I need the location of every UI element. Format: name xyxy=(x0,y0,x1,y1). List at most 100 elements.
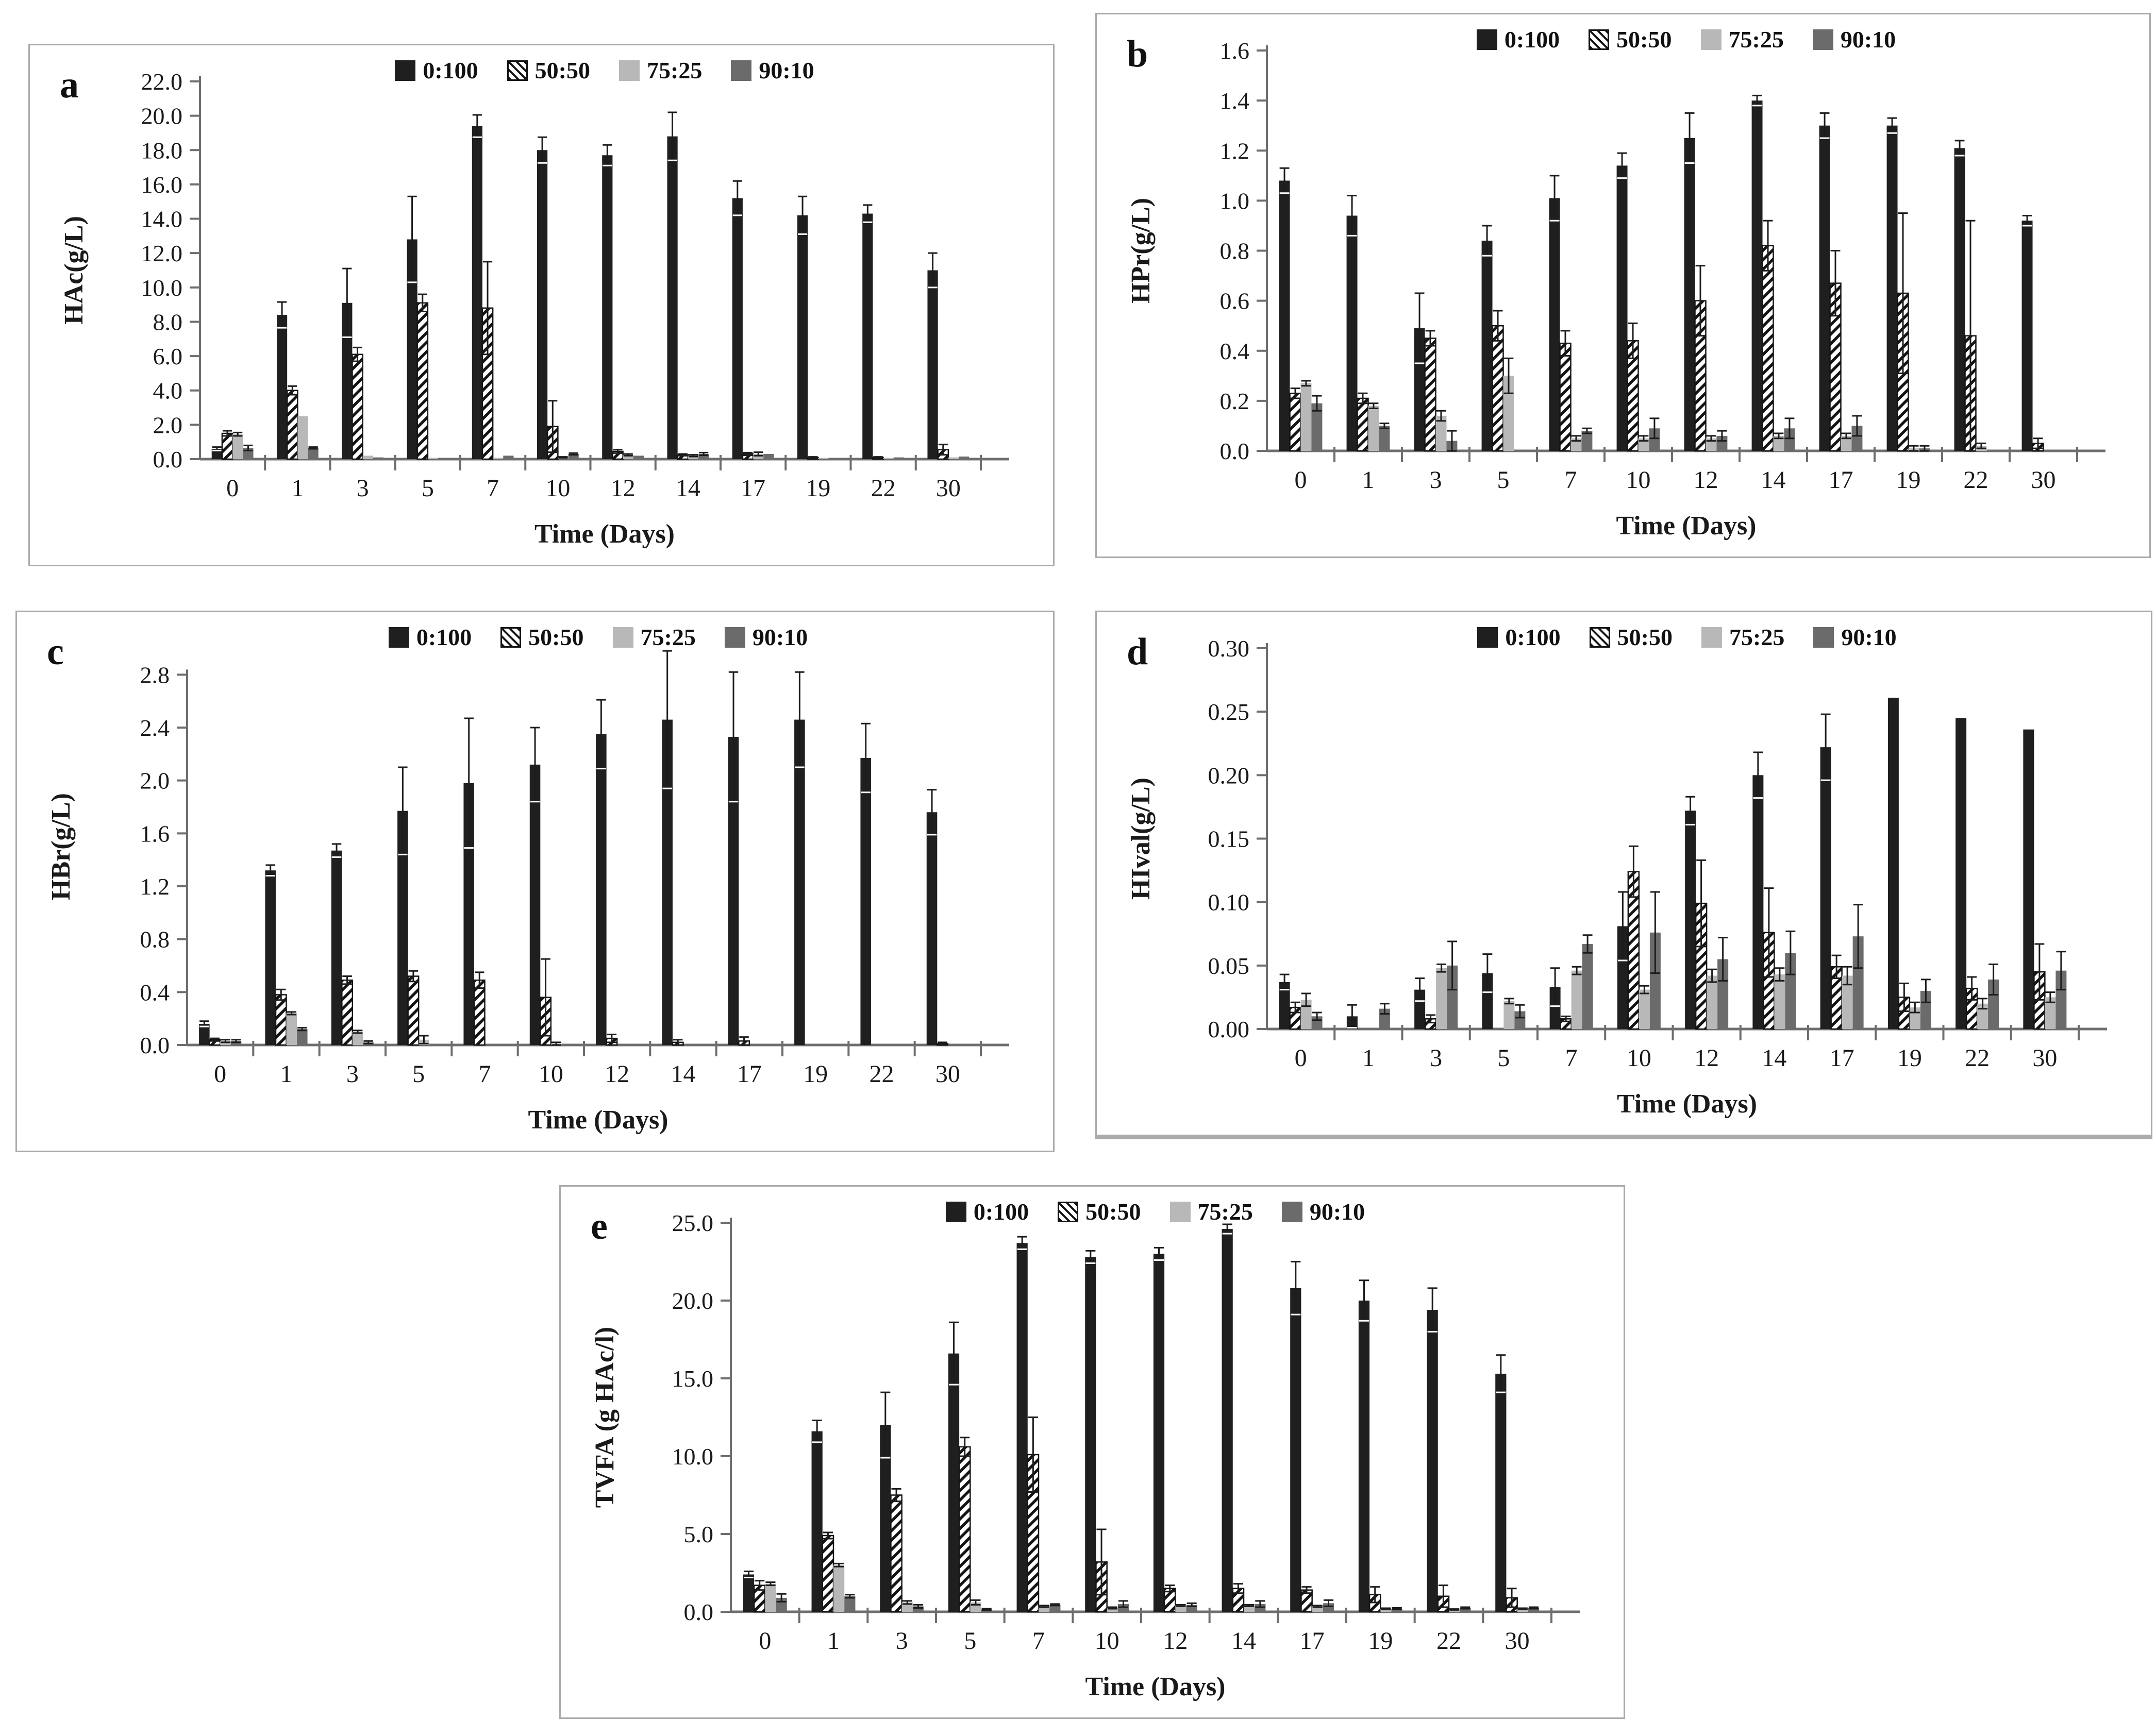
bar-75:25 xyxy=(1175,1605,1186,1612)
legend-label: 0:100 xyxy=(1505,624,1561,650)
y-tick-label: 0.10 xyxy=(1208,889,1250,916)
bar-90:10 xyxy=(1379,426,1390,451)
bar-0:100 xyxy=(1549,198,1560,451)
legend-a: 0:100 50:50 75:25 90:10 xyxy=(200,59,1009,82)
bar-75:25 xyxy=(688,456,699,459)
legend-label: 75:25 xyxy=(1729,624,1785,650)
x-category-label: 0 xyxy=(226,475,239,502)
bar-75:25 xyxy=(2045,997,2056,1029)
legend-d: 0:100 50:50 75:25 90:10 xyxy=(1267,626,2107,649)
chart-a: 0.0 2.0 4.0 6.0 8.0 10.0 12.0 14.0 16.0 18.0 20.0 2… xyxy=(30,45,1053,565)
bar-75:25 xyxy=(1774,974,1785,1029)
bar-75:25 xyxy=(883,458,894,459)
x-category-label: 3 xyxy=(896,1627,908,1655)
x-category-label: 10 xyxy=(1095,1627,1119,1655)
bar-0:100 xyxy=(1414,328,1425,451)
bar-75:25 xyxy=(1503,1001,1515,1029)
chart-c: 0.0 0.4 0.8 1.2 1.6 2.0 2.4 2.8 0 1 3 5 7 10 12 14 17 19 2… xyxy=(17,612,1053,1151)
legend-swatch-icon xyxy=(395,60,416,81)
x-category-label: 1 xyxy=(827,1627,840,1655)
legend-swatch-icon xyxy=(1169,1202,1191,1222)
bar-0:100 xyxy=(1820,747,1831,1029)
legend-label: 90:10 xyxy=(759,57,814,83)
y-tick-label: 2.0 xyxy=(140,768,170,794)
bar-0:100 xyxy=(667,136,678,459)
y-tick-label: 5.0 xyxy=(684,1521,714,1547)
y-tick-label: 2.8 xyxy=(140,662,170,688)
bar-90:10 xyxy=(828,458,839,459)
bar-90:10 xyxy=(568,454,579,459)
bar-90:10 xyxy=(1716,435,1728,451)
bar-90:10 xyxy=(297,1029,308,1045)
x-category-label: 17 xyxy=(1830,1044,1854,1072)
legend-item-0:100: 0:100 xyxy=(395,59,478,82)
bar-0:100 xyxy=(797,215,808,459)
y-tick-label: 12.0 xyxy=(141,240,183,266)
bar-75:25 xyxy=(493,458,504,459)
bar-90:10 xyxy=(438,458,449,459)
bar-50:50 xyxy=(221,432,233,460)
legend-swatch-icon xyxy=(1477,627,1498,648)
bar-90:10 xyxy=(912,1606,924,1612)
bar-90:10 xyxy=(1582,943,1593,1029)
bar-90:10 xyxy=(844,1596,856,1612)
bar-0:100 xyxy=(1482,973,1493,1029)
panel-d: d 0:100 50:50 75:25 90:10 0.00 0.05 0.10 0.15 0… xyxy=(1095,611,2152,1139)
bar-0:100 xyxy=(529,764,541,1045)
bar-0:100 xyxy=(794,719,805,1045)
x-category-label: 7 xyxy=(1565,1044,1578,1072)
legend-swatch-icon xyxy=(612,627,633,648)
x-axis-title: Time (Days) xyxy=(534,519,675,549)
bar-75:25 xyxy=(1107,1608,1118,1612)
bar-90:10 xyxy=(1323,1603,1334,1612)
x-axis-title: Time (Days) xyxy=(528,1105,668,1135)
x-category-label: 10 xyxy=(539,1060,563,1088)
bar-0:100 xyxy=(811,1431,823,1612)
x-category-label: 1 xyxy=(1362,1044,1375,1072)
x-category-label: 14 xyxy=(671,1060,696,1088)
y-tick-label: 1.4 xyxy=(1220,88,1250,114)
legend-label: 0:100 xyxy=(416,624,472,650)
bar-0:100 xyxy=(1279,180,1290,451)
bar-75:25 xyxy=(1300,383,1312,451)
y-tick-label: 0.0 xyxy=(153,446,183,473)
legend-label: 50:50 xyxy=(1085,1199,1141,1225)
bar-0:100 xyxy=(1290,1288,1301,1612)
bar-90:10 xyxy=(1447,965,1458,1029)
y-tick-label: 1.6 xyxy=(1220,38,1250,64)
y-tick-label: 0.4 xyxy=(1220,338,1250,364)
bar-0:100 xyxy=(1016,1243,1028,1612)
bar-0:100 xyxy=(1616,165,1628,451)
bar-50:50 xyxy=(822,1534,834,1613)
chart-canvas-b: 0.0 0.2 0.4 0.6 0.8 1.0 1.2 1.4 1.6 0 1 3 5 7 10 12 14 17… xyxy=(1126,38,2105,541)
bar-75:25 xyxy=(818,458,829,459)
legend-label: 50:50 xyxy=(534,57,590,83)
x-category-label: 14 xyxy=(1231,1627,1256,1655)
x-category-label: 5 xyxy=(412,1060,425,1088)
y-tick-label: 0.20 xyxy=(1208,762,1250,788)
bar-75:25 xyxy=(352,1032,363,1045)
x-category-label: 30 xyxy=(2031,466,2056,494)
legend-label: 75:25 xyxy=(647,57,703,83)
y-tick-label: 0.8 xyxy=(140,926,170,953)
bar-0:100 xyxy=(596,734,607,1045)
bar-90:10 xyxy=(373,457,384,459)
legend-item-75:25: 75:25 xyxy=(1169,1200,1253,1224)
legend-item-50:50: 50:50 xyxy=(1058,1200,1141,1224)
y-tick-label: 0.0 xyxy=(1220,438,1250,464)
bar-0:100 xyxy=(1153,1254,1165,1612)
bar-75:25 xyxy=(948,457,959,459)
y-axis-title: TVFA (g HAc/l) xyxy=(590,1327,620,1508)
x-category-label: 10 xyxy=(545,475,570,502)
chart-canvas-d: 0.00 0.05 0.10 0.15 0.20 0.25 0.30 0 1 3 5 7 10 12 14 1… xyxy=(1126,635,2107,1119)
legend-item-75:25: 75:25 xyxy=(1700,28,1784,52)
bar-0:100 xyxy=(1481,241,1493,451)
y-tick-label: 14.0 xyxy=(141,206,183,232)
bar-75:25 xyxy=(1380,1608,1392,1612)
x-category-label: 12 xyxy=(1694,466,1718,494)
bar-50:50 xyxy=(1424,338,1436,452)
legend-item-0:100: 0:100 xyxy=(1477,624,1561,650)
bar-50:50 xyxy=(416,302,429,460)
x-category-label: 10 xyxy=(1626,466,1651,494)
y-tick-label: 18.0 xyxy=(141,137,183,163)
